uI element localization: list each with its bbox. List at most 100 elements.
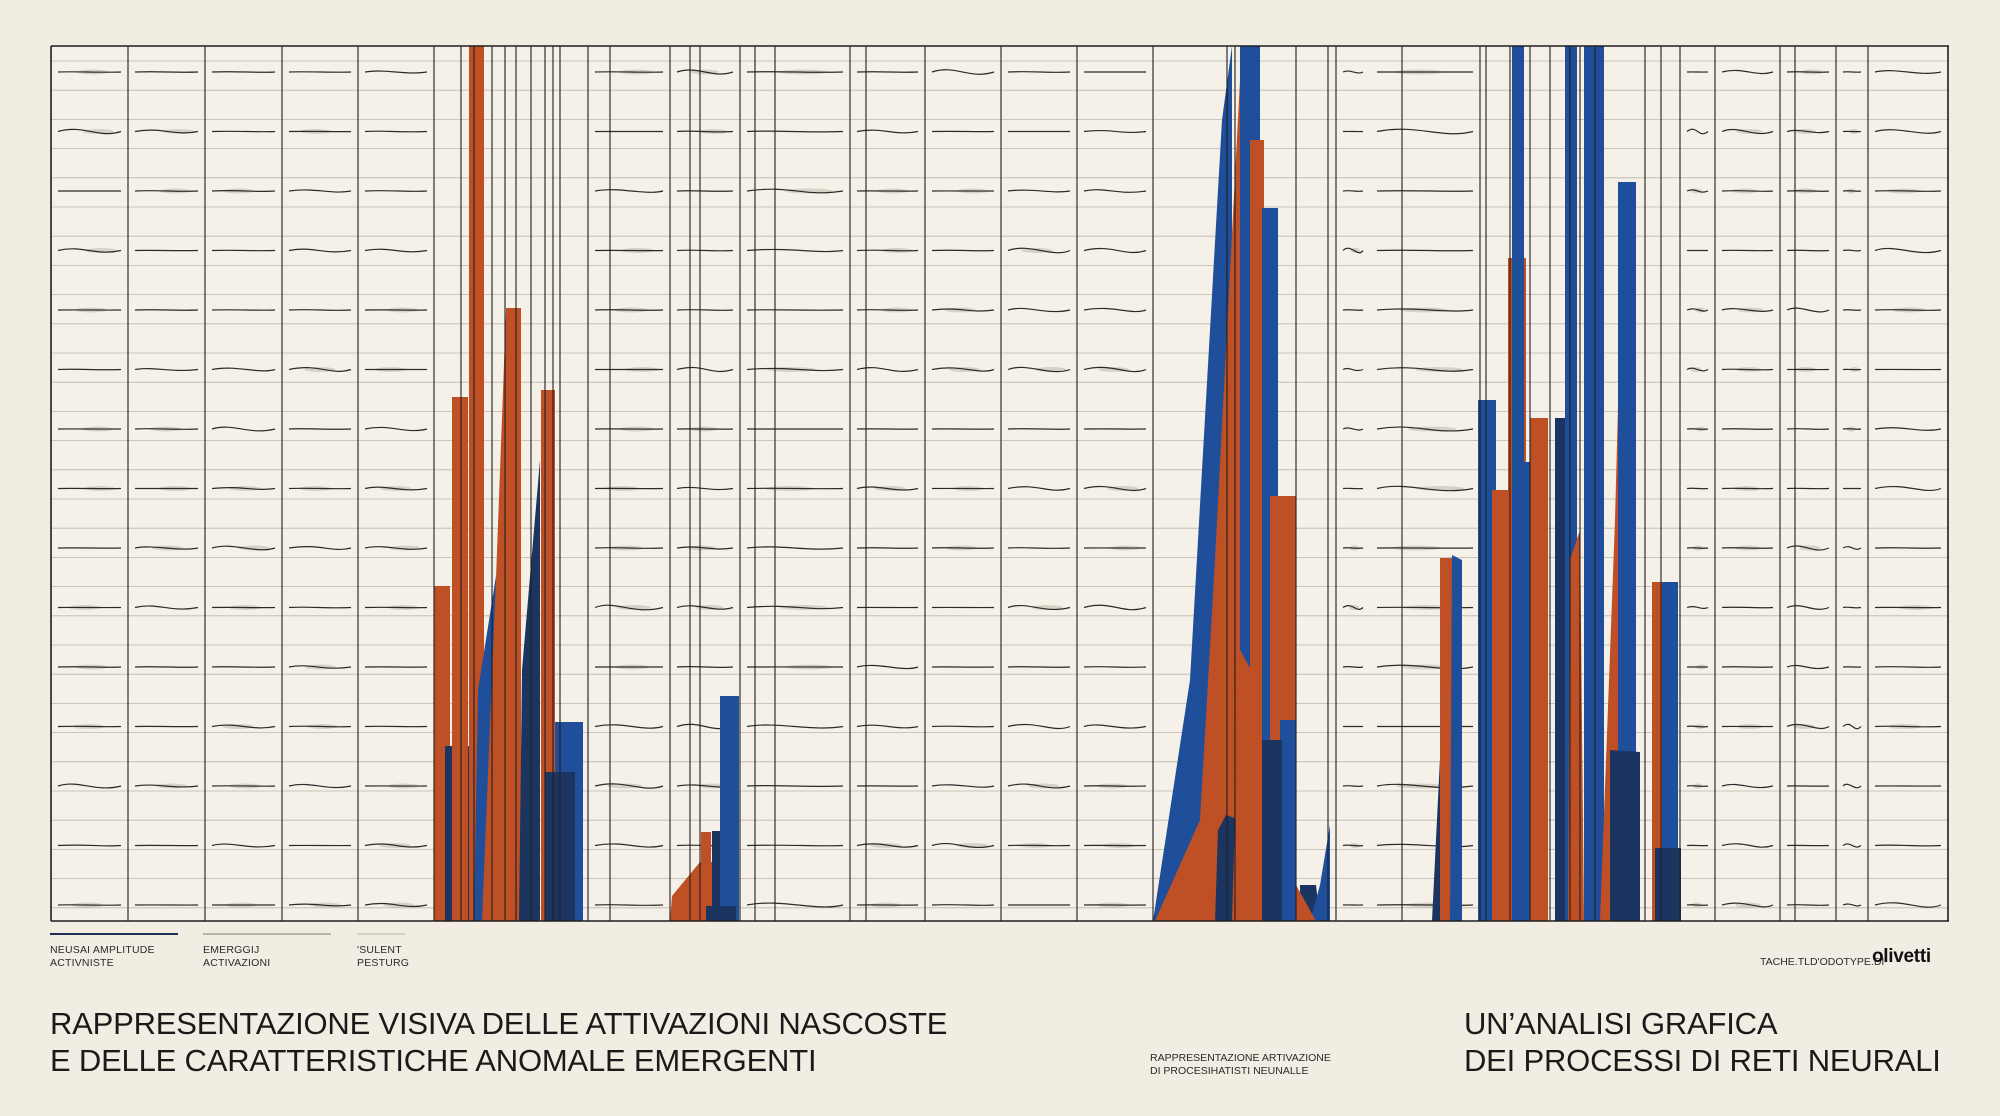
activation-trace: [1342, 427, 1364, 431]
page-title: RAPPRESENTAZIONE VISIVA DELLE ATTIVAZION…: [50, 1005, 947, 1079]
activation-trace: [594, 843, 664, 848]
activation-trace: [856, 129, 919, 134]
activation-trace: [211, 189, 276, 193]
legend-label-2: ACTIVNISTE: [50, 957, 114, 969]
trace-shadow: [1031, 605, 1063, 610]
activation-trace: [594, 904, 664, 906]
activation-trace: [594, 309, 664, 311]
activation-trace: [1686, 308, 1709, 312]
activation-trace: [746, 724, 844, 729]
activation-trace: [746, 71, 844, 73]
subtitle-line-1: UN’ANALISI GRAFICA: [1464, 1006, 1778, 1041]
activation-trace: [594, 724, 664, 729]
activation-trace: [1842, 903, 1862, 907]
activation-trace: [1376, 249, 1474, 252]
activation-trace: [746, 248, 844, 253]
activation-trace: [1007, 71, 1071, 73]
activation-traces: [57, 69, 1942, 908]
activation-trace: [57, 368, 122, 371]
activation-trace: [1786, 129, 1830, 134]
activation-trace: [931, 784, 995, 788]
activation-trace: [134, 666, 199, 668]
anomaly-spike: [1232, 650, 1262, 921]
activation-trace: [1083, 724, 1147, 729]
activation-trace: [1342, 547, 1364, 549]
activation-trace: [931, 842, 995, 849]
activation-trace: [364, 546, 428, 550]
activation-trace: [1686, 428, 1709, 430]
activation-trace: [1686, 367, 1709, 372]
legend-swatch: [357, 933, 405, 935]
activation-trace: [1007, 783, 1071, 789]
activation-trace: [364, 70, 428, 74]
brand-logo: olivetti: [1872, 946, 1931, 967]
activation-trace: [211, 666, 276, 668]
activation-trace: [1786, 428, 1830, 430]
activation-trace: [746, 130, 844, 133]
activation-trace: [676, 249, 734, 252]
anomaly-bar: [1584, 46, 1604, 921]
activation-trace: [1342, 367, 1364, 372]
activation-trace: [1842, 546, 1862, 550]
activation-trace: [134, 71, 199, 73]
activation-trace: [1842, 723, 1862, 730]
trace-shadow: [1793, 724, 1815, 729]
activation-trace: [1874, 485, 1942, 492]
anomaly-spike: [519, 460, 540, 921]
activation-trace: [676, 69, 734, 75]
activation-trace: [211, 71, 276, 73]
activation-trace: [1786, 904, 1830, 906]
activation-trace: [1721, 783, 1774, 789]
activation-trace: [1083, 785, 1147, 787]
activation-trace: [856, 309, 919, 311]
activation-trace: [1376, 485, 1474, 492]
anomaly-bar: [701, 832, 711, 921]
activation-trace: [676, 666, 734, 668]
activation-trace: [1686, 189, 1709, 193]
activation-trace: [1342, 665, 1364, 669]
activation-trace: [288, 783, 352, 789]
activation-trace: [134, 309, 199, 311]
activation-trace: [1721, 428, 1774, 430]
activation-trace: [211, 487, 276, 490]
activation-trace: [1083, 366, 1147, 373]
activation-trace: [676, 366, 734, 373]
activation-trace: [1376, 308, 1474, 312]
legend-swatch: [50, 933, 178, 935]
anomaly-bar: [720, 696, 739, 921]
activation-trace: [288, 606, 352, 609]
activation-trace: [1376, 426, 1474, 432]
activation-trace: [134, 605, 199, 610]
activation-trace: [288, 367, 352, 372]
activation-trace: [1786, 71, 1830, 73]
activation-trace: [1007, 666, 1071, 668]
activation-trace: [211, 843, 276, 848]
activation-trace: [1721, 843, 1774, 848]
activation-trace: [1842, 428, 1862, 430]
activation-trace: [1786, 190, 1830, 192]
legend-label-2: ACTIVAZIONI: [203, 957, 271, 969]
activation-trace: [1376, 843, 1474, 848]
activation-trace: [1342, 309, 1364, 311]
activation-trace: [134, 367, 199, 372]
activation-trace: [364, 190, 428, 192]
activation-trace: [1083, 129, 1147, 134]
activation-trace: [1376, 367, 1474, 372]
activation-trace: [856, 71, 919, 73]
trace-shadow: [616, 605, 651, 610]
activation-trace: [856, 843, 919, 848]
activation-trace: [856, 547, 919, 549]
activation-trace: [1874, 70, 1942, 74]
activation-trace: [746, 546, 844, 550]
activation-trace: [1842, 783, 1862, 789]
activation-trace: [1083, 666, 1147, 668]
activation-trace: [1874, 725, 1942, 728]
activation-trace: [1083, 307, 1147, 313]
activation-trace: [1342, 70, 1364, 74]
activation-trace: [676, 486, 734, 491]
title-line-2: E DELLE CARATTERISTICHE ANOMALE EMERGENT…: [50, 1043, 817, 1078]
anomaly-bar: [1530, 418, 1548, 921]
activation-trace: [288, 248, 352, 253]
activation-trace: [1874, 247, 1942, 254]
activation-trace: [856, 664, 919, 670]
